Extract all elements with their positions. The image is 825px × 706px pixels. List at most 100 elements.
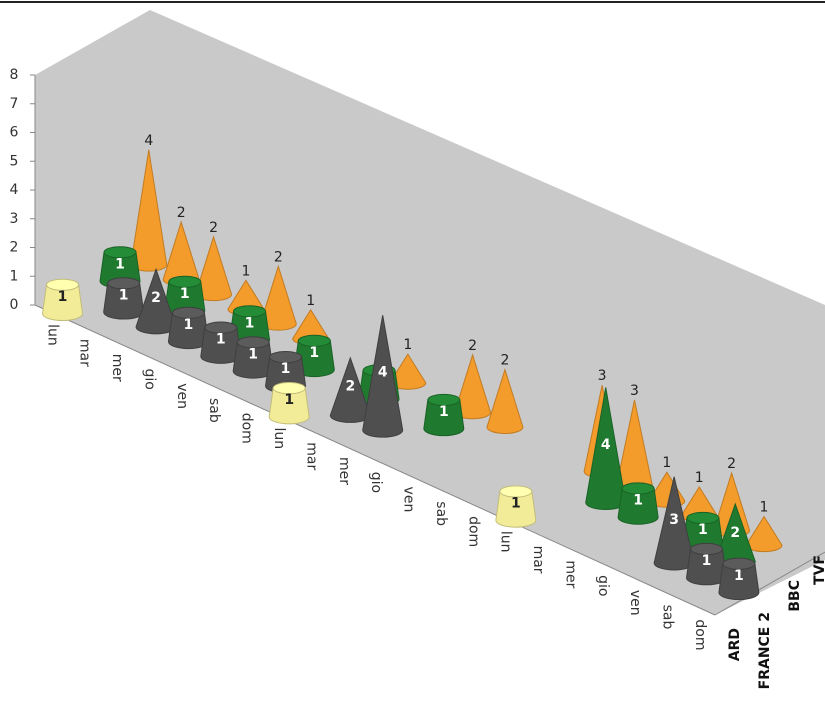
y-tick-label: 3 xyxy=(10,211,19,227)
x-tick-label: sab xyxy=(433,501,449,526)
value-label: 2 xyxy=(468,338,477,354)
y-tick-label: 5 xyxy=(10,153,19,169)
value-label: 1 xyxy=(309,345,319,361)
value-label: 3 xyxy=(598,368,607,384)
value-label: 1 xyxy=(662,455,671,471)
bar xyxy=(486,368,524,434)
bar-top xyxy=(621,482,655,495)
y-tick-label: 2 xyxy=(10,240,19,256)
value-label: 1 xyxy=(119,287,129,303)
series-label: TVF xyxy=(812,555,825,585)
x-tick-label: ven xyxy=(627,590,643,616)
value-label: 1 xyxy=(695,470,704,486)
value-label: 1 xyxy=(115,256,125,272)
y-tick-label: 8 xyxy=(10,67,19,83)
x-tick-label: mer xyxy=(109,354,125,382)
x-tick-label: dom xyxy=(239,413,255,444)
value-label: 1 xyxy=(180,286,190,302)
value-label: 1 xyxy=(245,315,255,331)
x-tick-label: lun xyxy=(271,428,287,450)
value-label: 4 xyxy=(601,437,611,453)
value-label: 1 xyxy=(633,492,643,508)
value-label: 1 xyxy=(216,332,226,348)
value-label: 2 xyxy=(177,205,186,221)
y-tick-label: 0 xyxy=(10,297,19,313)
value-label: 1 xyxy=(58,289,68,305)
value-label: 3 xyxy=(669,512,679,528)
bar-top xyxy=(46,278,80,291)
bar-top xyxy=(686,511,720,525)
bar-top xyxy=(107,277,141,290)
y-tick-label: 1 xyxy=(10,268,19,284)
bar-top xyxy=(722,557,756,570)
value-label: 1 xyxy=(306,293,315,309)
x-tick-label: sab xyxy=(206,398,222,423)
x-axis xyxy=(34,304,716,616)
value-label: 3 xyxy=(630,383,639,399)
bar-top xyxy=(233,305,267,318)
bar xyxy=(718,563,760,601)
y-tick-label: 7 xyxy=(10,96,19,112)
value-label: 4 xyxy=(144,133,153,149)
x-tick-label: dom xyxy=(692,619,708,650)
bar-top xyxy=(499,485,533,498)
series-label: ARD xyxy=(727,628,743,661)
value-label: 1 xyxy=(511,495,521,511)
value-label: 1 xyxy=(403,337,412,353)
bar-top xyxy=(236,336,270,349)
value-label: 1 xyxy=(284,392,294,408)
x-tick-label: ven xyxy=(174,383,190,409)
bar xyxy=(268,387,310,425)
y-tick-label: 4 xyxy=(10,182,19,198)
x-tick-label: mer xyxy=(562,560,578,588)
value-label: 2 xyxy=(151,290,161,306)
x-tick-label: gio xyxy=(595,575,611,596)
bar-top xyxy=(168,275,202,288)
x-tick-label: mar xyxy=(303,442,319,470)
bar-top xyxy=(297,334,331,347)
x-tick-label: sab xyxy=(660,605,676,630)
bar-top xyxy=(427,393,461,407)
x-tick-label: mar xyxy=(530,546,546,574)
value-label: 1 xyxy=(698,522,708,538)
x-tick-label: dom xyxy=(465,516,481,547)
value-label: 1 xyxy=(760,500,769,516)
value-label: 2 xyxy=(501,353,510,369)
x-tick-label: lun xyxy=(44,324,60,346)
bar-top xyxy=(272,382,306,395)
value-label: 2 xyxy=(209,220,218,236)
x-tick-label: mer xyxy=(336,457,352,485)
x-tick-label: gio xyxy=(368,472,384,493)
value-label: 1 xyxy=(248,346,258,362)
value-label: 2 xyxy=(274,249,283,265)
bar xyxy=(617,487,659,525)
y-tick-label: 6 xyxy=(10,125,19,141)
bar-top xyxy=(204,321,238,334)
series-label: BBC xyxy=(787,580,803,612)
value-label: 2 xyxy=(345,379,355,395)
x-tick-label: ven xyxy=(401,487,417,513)
bar xyxy=(423,399,465,437)
x-tick-label: lun xyxy=(498,531,514,553)
value-label: 1 xyxy=(702,553,712,569)
bar xyxy=(42,284,84,322)
value-label: 1 xyxy=(734,568,744,584)
value-label: 2 xyxy=(727,456,736,472)
bar xyxy=(362,315,404,438)
value-label: 1 xyxy=(184,317,194,333)
value-label: 1 xyxy=(439,404,449,420)
value-label: 1 xyxy=(241,263,250,279)
value-label: 2 xyxy=(730,525,740,541)
bar-top xyxy=(171,306,205,319)
bar-top xyxy=(103,246,137,259)
bar-top xyxy=(269,351,303,364)
series-label: FRANCE 2 xyxy=(757,612,773,689)
bar-top xyxy=(690,542,724,556)
z-axis xyxy=(714,551,825,616)
x-tick-label: gio xyxy=(141,368,157,389)
value-label: 4 xyxy=(378,365,388,381)
x-tick-label: mar xyxy=(77,339,93,367)
value-label: 1 xyxy=(281,361,291,377)
